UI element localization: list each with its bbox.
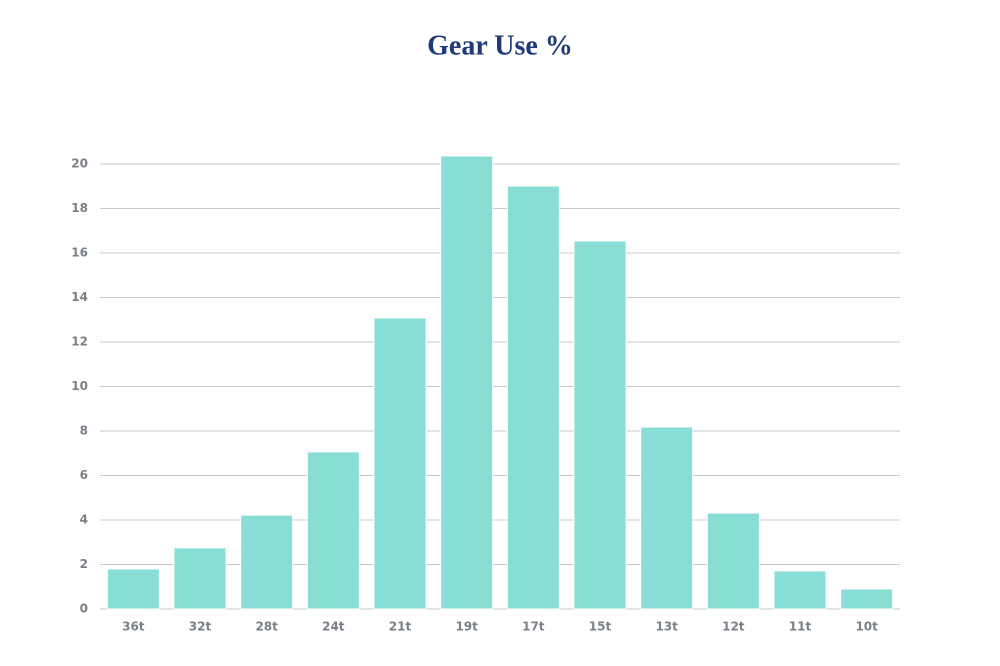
bar — [106, 568, 160, 610]
bar — [506, 185, 560, 610]
x-tick-label: 13t — [655, 620, 678, 634]
y-tick-label: 4 — [80, 513, 88, 527]
y-tick-label: 18 — [71, 201, 88, 215]
y-tick-label: 6 — [80, 468, 88, 482]
x-tick-label: 21t — [389, 620, 412, 634]
x-tick-label: 11t — [789, 620, 812, 634]
x-tick-label: 32t — [189, 620, 212, 634]
bar — [306, 451, 360, 610]
x-tick-label: 19t — [455, 620, 478, 634]
x-tick-label: 10t — [855, 620, 878, 634]
y-tick-label: 14 — [71, 290, 88, 304]
y-tick-label: 2 — [80, 557, 88, 571]
y-tick-label: 16 — [71, 246, 88, 260]
bar — [240, 514, 294, 610]
chart-title: Gear Use % — [427, 30, 573, 61]
y-tick-label: 10 — [71, 379, 88, 393]
bar — [440, 155, 494, 610]
x-tick-label: 24t — [322, 620, 345, 634]
bar — [706, 512, 760, 610]
x-tick-label: 17t — [522, 620, 545, 634]
y-tick-label: 8 — [80, 424, 88, 438]
y-tick-label: 20 — [71, 157, 88, 171]
x-tick-label: 15t — [589, 620, 612, 634]
x-tick-label: 12t — [722, 620, 745, 634]
bar — [640, 426, 694, 610]
bar — [573, 240, 627, 610]
y-tick-label: 12 — [71, 335, 88, 349]
x-tick-label: 28t — [255, 620, 278, 634]
bar — [773, 570, 827, 610]
bar — [173, 547, 227, 610]
bar — [373, 317, 427, 610]
y-tick-label: 0 — [80, 602, 88, 616]
x-tick-label: 36t — [122, 620, 145, 634]
bar — [840, 588, 894, 610]
